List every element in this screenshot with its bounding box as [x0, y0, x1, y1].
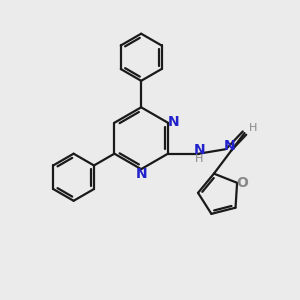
Text: H: H [249, 123, 257, 133]
Text: O: O [236, 176, 248, 190]
Text: N: N [167, 115, 179, 129]
Text: N: N [194, 143, 205, 157]
Text: N: N [224, 139, 235, 153]
Text: N: N [135, 167, 147, 182]
Text: H: H [195, 154, 204, 164]
